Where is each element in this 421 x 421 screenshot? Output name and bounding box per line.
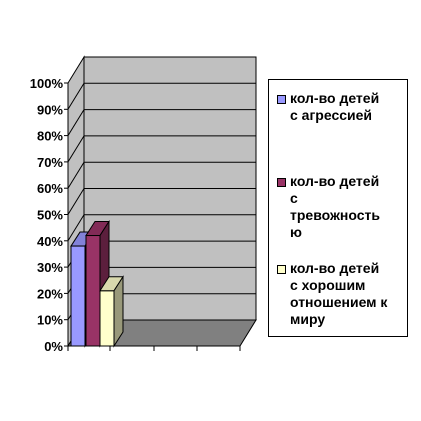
bar-front [70,245,86,347]
y-tick-label: 40% [37,234,63,249]
gridline-side [67,188,85,215]
bar-side [113,275,124,348]
gridline-side [67,161,85,189]
legend-label-aggression: кол-во детей с агрессией [290,90,380,123]
gridline-side [67,83,85,110]
legend-swatch-anxiety [277,178,286,187]
y-tick-label: 30% [37,260,63,275]
y-tick-label: 50% [37,208,63,223]
legend-label-anxiety: кол-во детей с тревожность ю [290,173,380,240]
gridline-side [67,135,85,163]
legend-swatch-aggression [277,95,286,104]
legend-label-good-attitude: кол-во детей с хорошим отношением к миру [290,260,388,327]
y-tick-label: 70% [37,155,63,170]
y-tick-label: 10% [37,313,63,328]
y-tick-label: 60% [37,181,63,196]
legend-swatch-good-attitude [277,265,286,274]
bar-front [85,235,101,347]
y-tick-label: 90% [37,102,63,117]
y-tick-label: 100% [30,76,64,91]
gridline-side [67,109,85,136]
value-axis: 0% 10% 20% 30% 40% 50% 60% 70% 80% 90% 100% [30,76,241,354]
y-tick-label: 0% [44,339,63,354]
y-tick-label: 20% [37,286,63,301]
bar-series-3 [99,275,124,348]
bar-front [99,290,115,347]
gridline-side [67,214,85,242]
legend: кол-во детей с агрессией кол-во детей с … [268,79,408,337]
y-tick-label: 80% [37,129,63,144]
bars [70,219,124,348]
